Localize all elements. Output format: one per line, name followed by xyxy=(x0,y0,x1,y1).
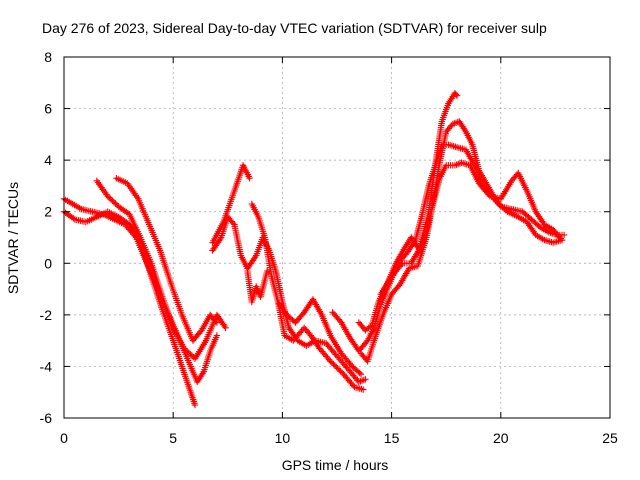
x-tick-label: 10 xyxy=(275,430,291,446)
x-tick-label: 5 xyxy=(169,430,177,446)
series-markers xyxy=(377,89,461,298)
series-track-4 xyxy=(113,175,221,344)
series-track-9 xyxy=(274,296,365,378)
y-tick-label: 4 xyxy=(44,152,52,168)
x-axis-label: GPS time / hours xyxy=(282,457,389,473)
y-tick-label: -4 xyxy=(40,358,53,374)
x-tick-label: 25 xyxy=(602,430,618,446)
plot-frame xyxy=(63,56,611,419)
grid xyxy=(64,57,610,418)
x-tick-labels: 0 5 10 15 20 25 xyxy=(60,430,618,446)
series-markers xyxy=(209,162,253,246)
series-track-5 xyxy=(209,162,253,246)
series-markers xyxy=(357,118,566,365)
y-tick-label: 2 xyxy=(44,204,52,220)
y-tick-label: 6 xyxy=(44,101,52,117)
axis-ticks xyxy=(63,56,611,419)
series-markers xyxy=(113,175,221,344)
series-markers xyxy=(248,200,367,393)
y-tick-label: -2 xyxy=(40,307,53,323)
x-tick-label: 15 xyxy=(384,430,400,446)
series-markers xyxy=(93,177,229,362)
y-tick-labels: -6 -4 -2 0 2 4 6 8 xyxy=(40,49,53,426)
series-markers xyxy=(244,267,271,306)
y-tick-label: 8 xyxy=(44,49,52,65)
y-tick-label: -6 xyxy=(40,410,53,426)
series-track-7 xyxy=(248,200,367,393)
y-tick-label: 0 xyxy=(44,255,52,271)
series-track-13 xyxy=(377,89,461,298)
series-track-3 xyxy=(93,177,229,362)
series-track-8 xyxy=(244,267,271,306)
x-tick-label: 20 xyxy=(493,430,509,446)
series-markers xyxy=(274,296,365,378)
x-tick-label: 0 xyxy=(60,430,68,446)
data-series xyxy=(60,89,568,409)
series-track-12 xyxy=(357,118,566,365)
chart-title: Day 276 of 2023, Sidereal Day-to-day VTE… xyxy=(42,20,547,36)
y-axis-label: SDTVAR / TECUs xyxy=(5,182,21,294)
